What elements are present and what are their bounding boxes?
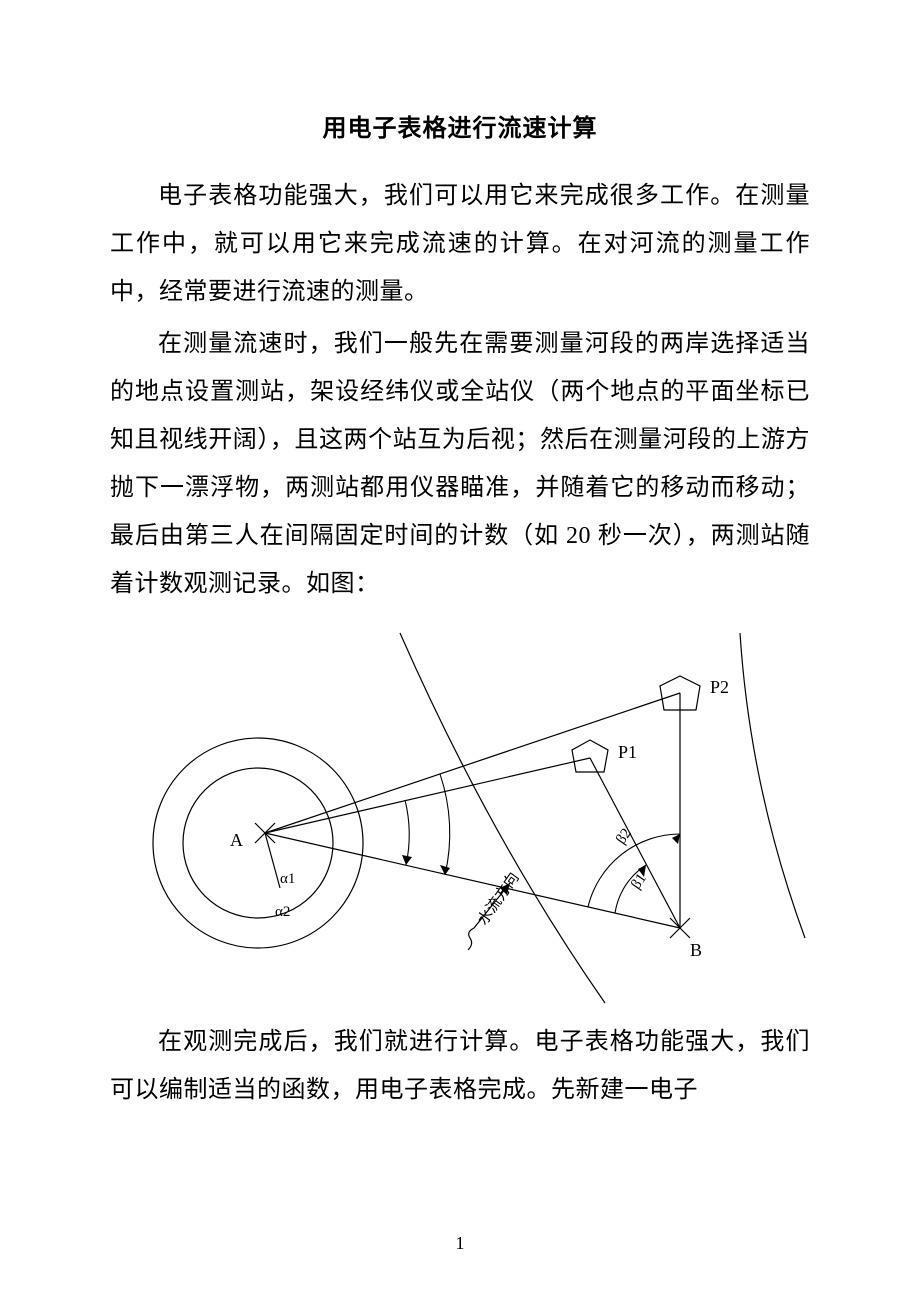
river-right-bank [740, 633, 805, 938]
line-ab [265, 833, 680, 928]
page-number: 1 [0, 1233, 920, 1254]
arc-alpha1-arrow [402, 855, 412, 865]
doc-title: 用电子表格进行流速计算 [110, 110, 810, 148]
river-left-bank [400, 633, 605, 1003]
label-b: B [690, 940, 702, 960]
paragraph-1: 电子表格功能强大，我们可以用它来完成很多工作。在测量工作中，就可以用它来完成流速… [110, 172, 810, 316]
label-beta1: β1 [628, 871, 650, 893]
paragraph-2: 在测量流速时，我们一般先在需要测量河段的两岸选择适当的地点设置测站，架设经纬仪或… [110, 320, 810, 608]
line-a-p1 [265, 758, 590, 833]
label-alpha1: α1 [280, 871, 295, 887]
label-p1: P1 [618, 742, 637, 762]
arc-beta2 [588, 834, 680, 907]
label-beta2: β2 [613, 826, 635, 848]
label-flow-dir: 水流方向 [474, 870, 522, 929]
label-p2: P2 [710, 677, 729, 697]
survey-diagram: A B P1 P2 α1 α2 β1 β2 水流方向 [110, 628, 810, 1008]
circle-outer [153, 738, 363, 948]
line-b-p1 [590, 758, 680, 928]
label-alpha2: α2 [275, 904, 290, 920]
paragraph-3: 在观测完成后，我们就进行计算。电子表格功能强大，我们可以编制适当的函数，用电子表… [110, 1018, 810, 1114]
arc-alpha2 [440, 774, 450, 875]
label-a: A [230, 830, 243, 850]
arc-beta2-arrow [672, 834, 680, 844]
float-p1 [572, 740, 608, 772]
line-a-p2 [265, 693, 680, 833]
flow-arrow-tail [468, 928, 474, 950]
arc-alpha1 [405, 800, 409, 865]
